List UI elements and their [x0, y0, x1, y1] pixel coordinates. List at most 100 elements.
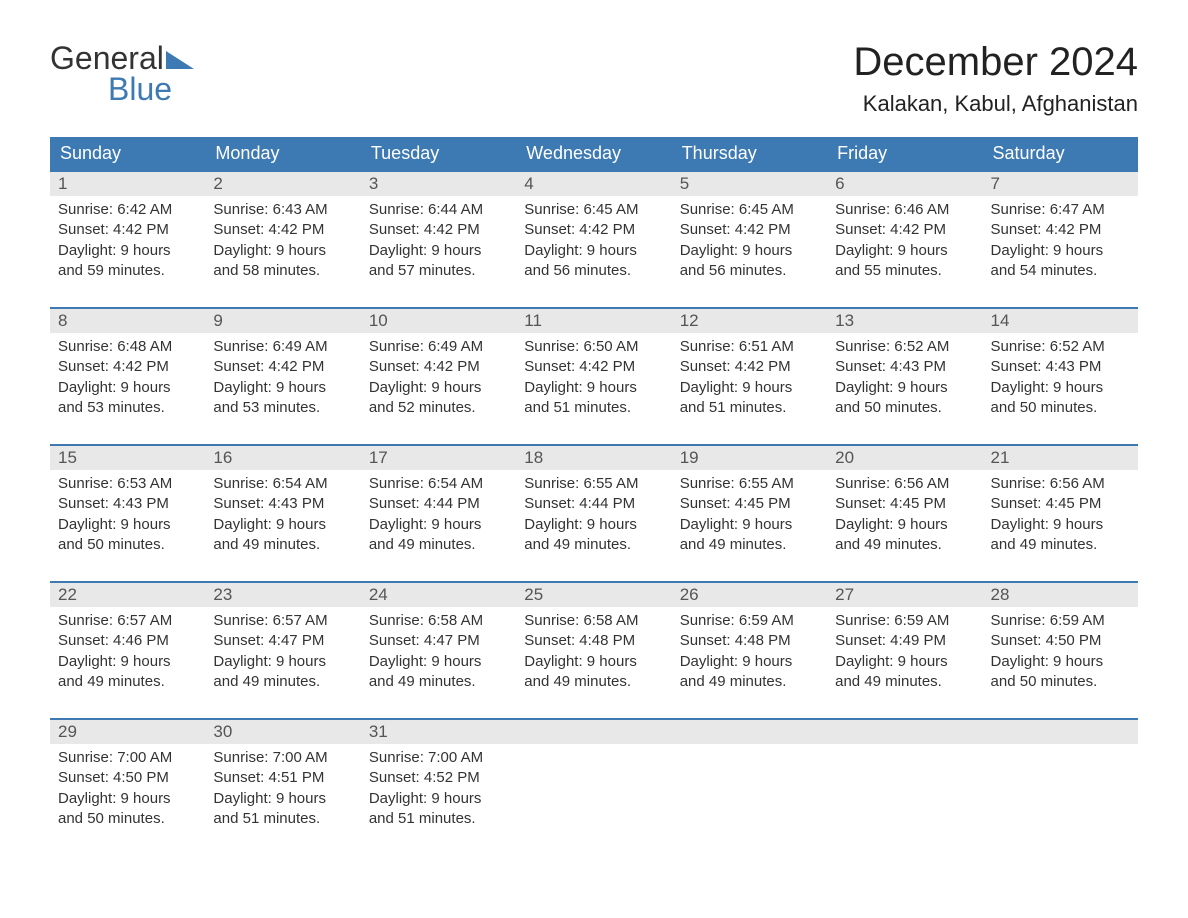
- location-subtitle: Kalakan, Kabul, Afghanistan: [853, 91, 1138, 117]
- day-details: Sunrise: 6:51 AMSunset: 4:42 PMDaylight:…: [672, 333, 827, 426]
- day-details: Sunrise: 6:54 AMSunset: 4:43 PMDaylight:…: [205, 470, 360, 563]
- day-cell: 10Sunrise: 6:49 AMSunset: 4:42 PMDayligh…: [361, 309, 516, 426]
- day-cell: 9Sunrise: 6:49 AMSunset: 4:42 PMDaylight…: [205, 309, 360, 426]
- day-number-bar: 11: [516, 309, 671, 333]
- day-number-bar: 3: [361, 172, 516, 196]
- sunrise-text: Sunrise: 6:51 AM: [680, 337, 819, 357]
- day-details: Sunrise: 6:57 AMSunset: 4:47 PMDaylight:…: [205, 607, 360, 700]
- day-number-bar: 8: [50, 309, 205, 333]
- sunrise-text: Sunrise: 7:00 AM: [58, 748, 197, 768]
- empty-cell: [827, 720, 982, 837]
- daylight2-text: and 56 minutes.: [680, 261, 819, 281]
- day-header-row: SundayMondayTuesdayWednesdayThursdayFrid…: [50, 137, 1138, 170]
- sunset-text: Sunset: 4:45 PM: [991, 494, 1130, 514]
- day-number: 15: [58, 448, 77, 467]
- daylight2-text: and 59 minutes.: [58, 261, 197, 281]
- day-details: Sunrise: 6:59 AMSunset: 4:50 PMDaylight:…: [983, 607, 1138, 700]
- daylight2-text: and 57 minutes.: [369, 261, 508, 281]
- day-cell: 21 Sunrise: 6:56 AMSunset: 4:45 PMDayligh…: [983, 446, 1138, 563]
- empty-cell: [983, 720, 1138, 837]
- day-number-bar: 7: [983, 172, 1138, 196]
- daylight1-text: Daylight: 9 hours: [524, 378, 663, 398]
- day-number: 29: [58, 722, 77, 741]
- day-number-bar: 16: [205, 446, 360, 470]
- sunrise-text: Sunrise: 6:57 AM: [58, 611, 197, 631]
- day-number: 13: [835, 311, 854, 330]
- day-number: 22: [58, 585, 77, 604]
- sunrise-text: Sunrise: 6:59 AM: [835, 611, 974, 631]
- sunrise-text: Sunrise: 6:55 AM: [680, 474, 819, 494]
- day-number: 20: [835, 448, 854, 467]
- day-details: Sunrise: 6:42 AMSunset: 4:42 PMDaylight:…: [50, 196, 205, 289]
- brand-word2: Blue: [108, 71, 194, 108]
- daylight1-text: Daylight: 9 hours: [991, 378, 1130, 398]
- daylight1-text: Daylight: 9 hours: [835, 515, 974, 535]
- sunrise-text: Sunrise: 6:43 AM: [213, 200, 352, 220]
- day-details: Sunrise: 6:56 AMSunset: 4:45 PMDaylight:…: [827, 470, 982, 563]
- day-number-bar: 25: [516, 583, 671, 607]
- sunrise-text: Sunrise: 6:56 AM: [835, 474, 974, 494]
- daylight1-text: Daylight: 9 hours: [213, 789, 352, 809]
- day-number-bar: 21: [983, 446, 1138, 470]
- daylight2-text: and 58 minutes.: [213, 261, 352, 281]
- daylight2-text: and 50 minutes.: [835, 398, 974, 418]
- sunset-text: Sunset: 4:42 PM: [213, 357, 352, 377]
- day-cell: 6Sunrise: 6:46 AMSunset: 4:42 PMDaylight…: [827, 172, 982, 289]
- daylight1-text: Daylight: 9 hours: [369, 515, 508, 535]
- sunrise-text: Sunrise: 6:50 AM: [524, 337, 663, 357]
- daylight2-text: and 49 minutes.: [835, 672, 974, 692]
- daylight2-text: and 51 minutes.: [369, 809, 508, 829]
- day-header: Thursday: [672, 137, 827, 170]
- daylight1-text: Daylight: 9 hours: [680, 241, 819, 261]
- day-number-bar: 28: [983, 583, 1138, 607]
- day-cell: 20 Sunrise: 6:56 AMSunset: 4:45 PMDayligh…: [827, 446, 982, 563]
- day-details: Sunrise: 6:52 AMSunset: 4:43 PMDaylight:…: [983, 333, 1138, 426]
- day-number: 1: [58, 174, 67, 193]
- day-number: 18: [524, 448, 543, 467]
- day-number: 30: [213, 722, 232, 741]
- day-number-bar: 5: [672, 172, 827, 196]
- day-cell: 22Sunrise: 6:57 AMSunset: 4:46 PMDayligh…: [50, 583, 205, 700]
- day-details: Sunrise: 7:00 AMSunset: 4:52 PMDaylight:…: [361, 744, 516, 837]
- day-number-bar: [983, 720, 1138, 744]
- daylight2-text: and 51 minutes.: [680, 398, 819, 418]
- daylight1-text: Daylight: 9 hours: [835, 652, 974, 672]
- daylight2-text: and 53 minutes.: [58, 398, 197, 418]
- day-number: 12: [680, 311, 699, 330]
- day-number-bar: 4: [516, 172, 671, 196]
- sunset-text: Sunset: 4:42 PM: [524, 220, 663, 240]
- day-cell: 26Sunrise: 6:59 AMSunset: 4:48 PMDayligh…: [672, 583, 827, 700]
- daylight1-text: Daylight: 9 hours: [58, 241, 197, 261]
- day-cell: 17Sunrise: 6:54 AMSunset: 4:44 PMDayligh…: [361, 446, 516, 563]
- daylight2-text: and 51 minutes.: [524, 398, 663, 418]
- daylight2-text: and 50 minutes.: [58, 535, 197, 555]
- day-details: Sunrise: 7:00 AMSunset: 4:50 PMDaylight:…: [50, 744, 205, 837]
- sunrise-text: Sunrise: 6:49 AM: [213, 337, 352, 357]
- week-row: 29Sunrise: 7:00 AMSunset: 4:50 PMDayligh…: [50, 718, 1138, 837]
- day-number: 16: [213, 448, 232, 467]
- day-details: Sunrise: 6:56 AMSunset: 4:45 PMDaylight:…: [983, 470, 1138, 563]
- daylight2-text: and 49 minutes.: [524, 672, 663, 692]
- day-details: Sunrise: 6:52 AMSunset: 4:43 PMDaylight:…: [827, 333, 982, 426]
- day-number-bar: 30: [205, 720, 360, 744]
- daylight2-text: and 50 minutes.: [991, 672, 1130, 692]
- day-details: Sunrise: 6:58 AMSunset: 4:47 PMDaylight:…: [361, 607, 516, 700]
- day-details: Sunrise: 6:59 AMSunset: 4:48 PMDaylight:…: [672, 607, 827, 700]
- day-number: 21: [991, 448, 1010, 467]
- sunset-text: Sunset: 4:50 PM: [58, 768, 197, 788]
- day-details: Sunrise: 6:53 AMSunset: 4:43 PMDaylight:…: [50, 470, 205, 563]
- day-cell: 19Sunrise: 6:55 AMSunset: 4:45 PMDayligh…: [672, 446, 827, 563]
- sunrise-text: Sunrise: 7:00 AM: [213, 748, 352, 768]
- sunset-text: Sunset: 4:42 PM: [680, 220, 819, 240]
- sunset-text: Sunset: 4:42 PM: [991, 220, 1130, 240]
- daylight1-text: Daylight: 9 hours: [835, 378, 974, 398]
- day-number-bar: 1: [50, 172, 205, 196]
- day-cell: 24Sunrise: 6:58 AMSunset: 4:47 PMDayligh…: [361, 583, 516, 700]
- empty-cell: [516, 720, 671, 837]
- daylight2-text: and 49 minutes.: [213, 535, 352, 555]
- day-details: Sunrise: 6:54 AMSunset: 4:44 PMDaylight:…: [361, 470, 516, 563]
- sunset-text: Sunset: 4:50 PM: [991, 631, 1130, 651]
- sunrise-text: Sunrise: 6:58 AM: [524, 611, 663, 631]
- brand-logo: General Blue: [50, 40, 194, 108]
- sunrise-text: Sunrise: 7:00 AM: [369, 748, 508, 768]
